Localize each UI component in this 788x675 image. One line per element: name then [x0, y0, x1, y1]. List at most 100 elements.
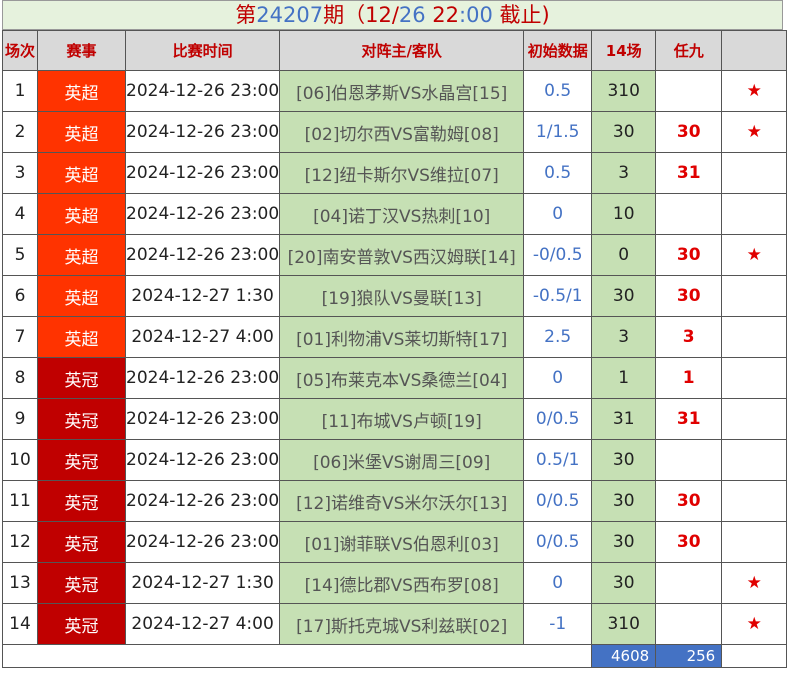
title-text: 截止)	[492, 3, 550, 27]
row-number: 8	[2, 357, 38, 399]
league-badge: 英超	[37, 193, 126, 235]
initial-odds: -0/0.5	[523, 234, 593, 276]
table-row: 12 英冠 2024-12-26 23:00 [01]谢菲联VS伯恩利[03] 0/0.…	[2, 521, 788, 563]
pick-r9: 1	[655, 357, 723, 399]
pick-r9	[655, 70, 723, 112]
column-header: 对阵主/客队	[279, 30, 525, 71]
star-icon	[721, 316, 788, 358]
column-header: 赛事	[37, 30, 126, 71]
title-text: 期（12/	[323, 3, 399, 27]
match-time: 2024-12-26 23:00	[124, 111, 281, 153]
initial-odds: 0/0.5	[523, 480, 593, 522]
initial-odds: 0	[523, 193, 593, 235]
league-badge: 英超	[37, 70, 126, 112]
pick-r9: 31	[655, 152, 723, 194]
title-minutes: :00	[459, 3, 493, 27]
match-time: 2024-12-26 23:00	[124, 234, 281, 276]
pick-14: 30	[591, 480, 657, 522]
star-icon	[721, 275, 788, 317]
row-number: 12	[2, 521, 38, 563]
pick-14: 310	[591, 603, 657, 645]
matchup: [11]布城VS卢顿[19]	[279, 398, 525, 440]
star-icon: ★	[721, 70, 788, 112]
pick-14: 30	[591, 562, 657, 604]
column-header	[721, 30, 788, 71]
match-time: 2024-12-26 23:00	[124, 398, 281, 440]
table-row: 6 英超 2024-12-27 1:30 [19]狼队VS曼联[13] -0.5/1 30…	[2, 275, 788, 317]
column-header: 初始数据	[523, 30, 593, 71]
league-badge: 英冠	[37, 357, 126, 399]
total-14: 4608	[591, 644, 657, 668]
initial-odds: 0/0.5	[523, 398, 593, 440]
row-number: 7	[2, 316, 38, 358]
star-icon	[721, 521, 788, 563]
initial-odds: 0/0.5	[523, 521, 593, 563]
table-row: 14 英冠 2024-12-27 4:00 [17]斯托克城VS利兹联[02] -1 31…	[2, 603, 788, 645]
table-row: 2 英超 2024-12-26 23:00 [02]切尔西VS富勒姆[08] 1/1.5…	[2, 111, 788, 153]
pick-r9	[655, 193, 723, 235]
pick-14: 3	[591, 316, 657, 358]
initial-odds: 2.5	[523, 316, 593, 358]
row-number: 4	[2, 193, 38, 235]
matchup: [17]斯托克城VS利兹联[02]	[279, 603, 525, 645]
matchup: [04]诺丁汉VS热刺[10]	[279, 193, 525, 235]
match-time: 2024-12-27 1:30	[124, 562, 281, 604]
initial-odds: 0.5	[523, 152, 593, 194]
table-row: 8 英冠 2024-12-26 23:00 [05]布莱克本VS桑德兰[04] 0 1 1	[2, 357, 788, 399]
star-icon	[721, 398, 788, 440]
match-table: 场次 赛事 比赛时间 对阵主/客队 初始数据 14场 任九 1 英超 2024-12-26 23…	[1, 30, 788, 668]
title-text: 22	[425, 3, 460, 27]
league-badge: 英超	[37, 316, 126, 358]
row-number: 14	[2, 603, 38, 645]
row-number: 9	[2, 398, 38, 440]
league-badge: 英冠	[37, 439, 126, 481]
row-number: 1	[2, 70, 38, 112]
matchup: [12]纽卡斯尔VS维拉[07]	[279, 152, 525, 194]
league-badge: 英超	[37, 275, 126, 317]
row-number: 3	[2, 152, 38, 194]
matchup: [14]德比郡VS西布罗[08]	[279, 562, 525, 604]
star-icon	[721, 480, 788, 522]
star-icon	[721, 152, 788, 194]
star-icon: ★	[721, 603, 788, 645]
totals-spacer	[1, 644, 592, 668]
pick-r9: 30	[655, 234, 723, 276]
match-time: 2024-12-26 23:00	[124, 193, 281, 235]
row-number: 13	[2, 562, 38, 604]
pick-r9: 30	[655, 275, 723, 317]
pick-r9: 30	[655, 111, 723, 153]
table-row: 10 英冠 2024-12-26 23:00 [06]米堡VS谢周三[09] 0.5/1…	[2, 439, 788, 481]
initial-odds: 0.5	[523, 70, 593, 112]
row-number: 11	[2, 480, 38, 522]
matchup: [01]利物浦VS莱切斯特[17]	[279, 316, 525, 358]
league-badge: 英冠	[37, 521, 126, 563]
title-day: 26	[398, 3, 426, 27]
league-badge: 英超	[37, 111, 126, 153]
pick-14: 0	[591, 234, 657, 276]
column-header: 任九	[655, 30, 723, 71]
pick-r9	[655, 603, 723, 645]
match-time: 2024-12-26 23:00	[124, 152, 281, 194]
pick-14: 30	[591, 111, 657, 153]
initial-odds: 0	[523, 357, 593, 399]
column-header: 比赛时间	[124, 30, 281, 71]
totals-blank	[721, 644, 788, 668]
initial-odds: 1/1.5	[523, 111, 593, 153]
issue-number: 24207	[256, 3, 324, 27]
match-time: 2024-12-26 23:00	[124, 439, 281, 481]
star-icon: ★	[721, 111, 788, 153]
matchup: [05]布莱克本VS桑德兰[04]	[279, 357, 525, 399]
table-row: 13 英冠 2024-12-27 1:30 [14]德比郡VS西布罗[08] 0 30 ★	[2, 562, 788, 604]
league-badge: 英超	[37, 234, 126, 276]
league-badge: 英冠	[37, 562, 126, 604]
match-time: 2024-12-27 4:00	[124, 316, 281, 358]
matchup: [06]米堡VS谢周三[09]	[279, 439, 525, 481]
matchup: [20]南安普敦VS西汉姆联[14]	[279, 234, 525, 276]
star-icon	[721, 439, 788, 481]
initial-odds: 0	[523, 562, 593, 604]
match-time: 2024-12-27 4:00	[124, 603, 281, 645]
match-time: 2024-12-26 23:00	[124, 521, 281, 563]
pick-14: 310	[591, 70, 657, 112]
page-title: 第24207期（12/26 22:00 截止)	[2, 0, 783, 30]
